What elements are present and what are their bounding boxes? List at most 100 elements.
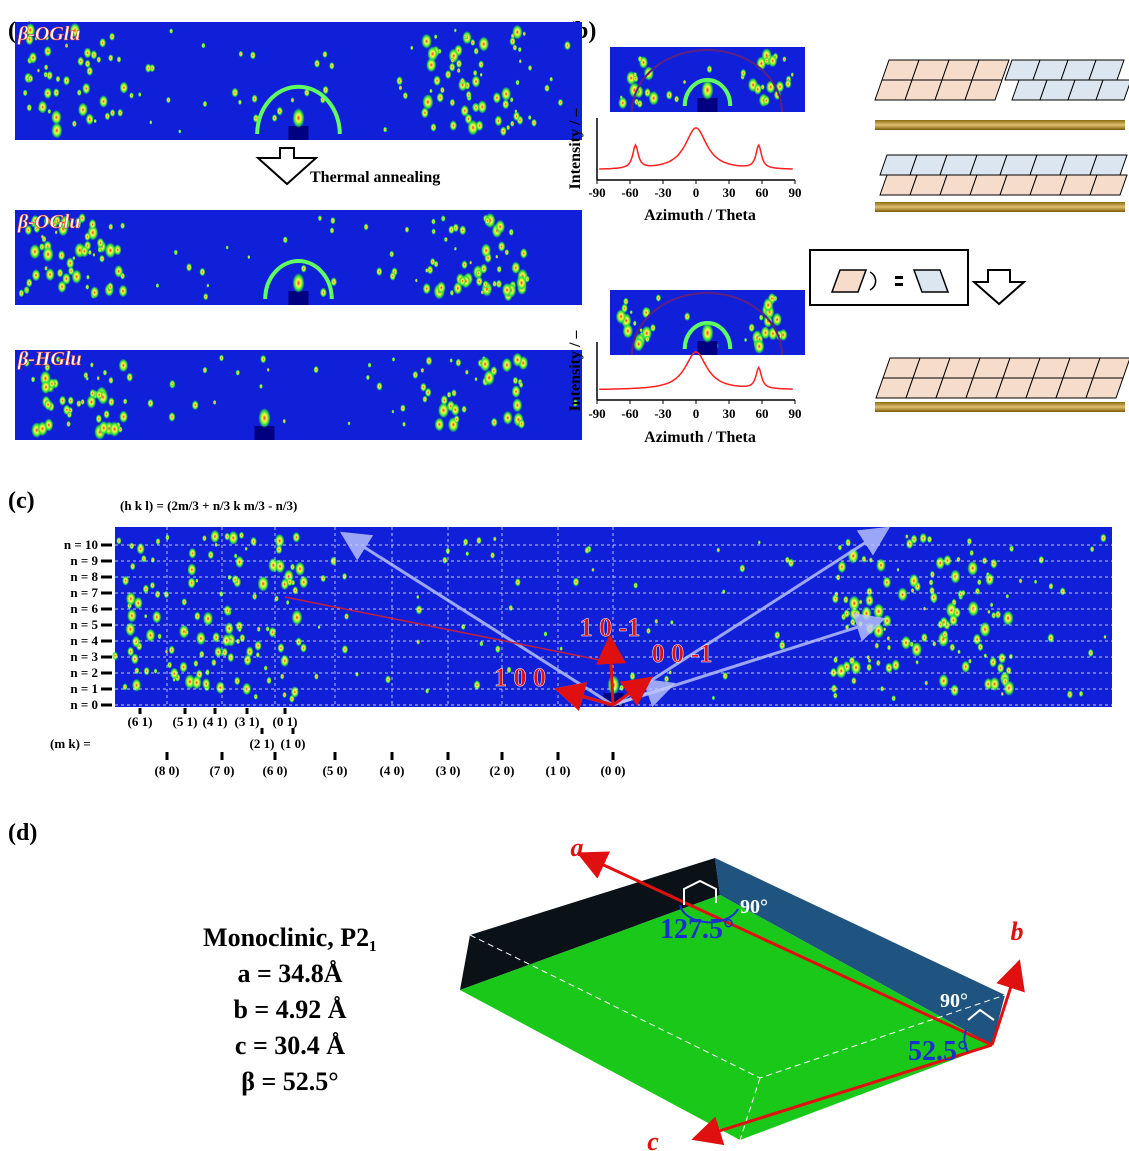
spot — [616, 309, 626, 324]
spot — [376, 382, 382, 391]
spot — [323, 86, 329, 95]
spot — [119, 359, 129, 373]
spot — [980, 622, 991, 637]
spot — [645, 335, 650, 342]
spot — [444, 237, 448, 243]
spot — [495, 220, 505, 234]
x-tick-label: 90 — [789, 185, 802, 200]
spot — [123, 398, 127, 404]
spot — [51, 110, 61, 125]
spot — [226, 245, 229, 249]
spot — [618, 97, 627, 110]
spot — [169, 412, 176, 422]
spot — [670, 620, 674, 625]
mk-label: (7 0) — [210, 763, 235, 778]
spot — [186, 263, 192, 272]
spot — [147, 399, 153, 408]
spot — [260, 355, 266, 364]
spot — [342, 573, 347, 580]
spot — [924, 680, 928, 685]
spot — [585, 547, 590, 554]
spot — [282, 692, 286, 698]
spot — [876, 660, 881, 667]
spot — [86, 66, 93, 75]
spot — [531, 119, 537, 127]
spot — [56, 76, 61, 83]
spot — [90, 286, 99, 298]
spot — [512, 398, 522, 412]
axis-label: a — [571, 833, 584, 862]
spot — [512, 385, 521, 398]
spot — [712, 696, 715, 701]
spot — [1006, 666, 1012, 674]
spot — [109, 421, 120, 437]
spot — [646, 628, 651, 635]
mk-label: (8 0) — [155, 763, 180, 778]
spot — [366, 375, 370, 381]
spot — [78, 103, 88, 117]
spot — [423, 283, 431, 294]
spot — [47, 109, 51, 114]
spot — [120, 82, 129, 94]
spot — [330, 217, 335, 224]
spot — [26, 278, 32, 287]
spot — [478, 37, 489, 52]
angle-label: 90° — [740, 896, 768, 918]
spot — [455, 359, 461, 367]
spot — [573, 577, 579, 586]
spot — [451, 389, 456, 397]
spot — [156, 538, 161, 545]
cell — [1090, 155, 1127, 175]
spot — [967, 538, 972, 545]
spot — [109, 32, 115, 40]
spot — [466, 91, 472, 99]
spot — [94, 119, 97, 123]
mk-label: (4 0) — [380, 763, 405, 778]
spot — [144, 614, 147, 619]
spot — [48, 378, 55, 389]
spot — [105, 112, 111, 120]
angle-label: 127.5° — [660, 914, 734, 945]
spot — [348, 421, 351, 425]
spot — [103, 370, 107, 376]
spot — [438, 49, 442, 54]
spot — [883, 576, 891, 588]
spot — [887, 636, 890, 641]
substrate — [875, 202, 1125, 212]
spot — [174, 250, 178, 256]
spot — [292, 610, 303, 626]
spot — [129, 92, 134, 99]
spot — [898, 587, 908, 601]
spot — [525, 275, 530, 282]
spot — [132, 679, 141, 692]
spot — [117, 56, 122, 63]
spot — [549, 77, 553, 82]
spot — [390, 272, 396, 281]
spot — [932, 641, 936, 647]
spot — [283, 236, 288, 243]
angle-label: 90° — [940, 990, 968, 1012]
spot — [213, 400, 217, 405]
spot — [474, 47, 479, 54]
spot — [41, 235, 44, 240]
spot — [638, 56, 643, 63]
spot — [505, 249, 510, 256]
spot — [96, 414, 102, 423]
spot — [830, 668, 837, 678]
cell-parameter: a = 34.8Å — [237, 959, 342, 988]
spot — [403, 92, 408, 99]
mk-label: (3 0) — [436, 763, 461, 778]
spot — [887, 645, 891, 651]
spot — [469, 261, 472, 265]
figure: (a) Thermal annealing (b) (c) (h k l) = … — [0, 0, 1129, 1151]
spot — [502, 358, 512, 373]
spot — [293, 532, 301, 543]
spot — [391, 410, 394, 414]
spot — [476, 276, 483, 286]
spot — [669, 670, 672, 675]
spot — [152, 611, 161, 624]
x-axis-label: Azimuth / Theta — [644, 429, 756, 446]
spot — [107, 282, 114, 291]
spot — [222, 634, 231, 647]
cell — [1090, 175, 1127, 195]
